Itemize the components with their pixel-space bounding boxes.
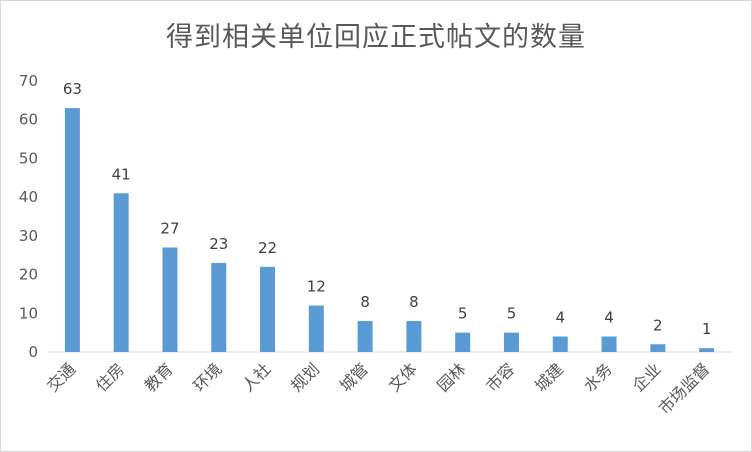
y-tick-label: 0 — [28, 343, 38, 361]
category-label: 规划 — [287, 359, 323, 395]
category-label: 水务 — [580, 359, 616, 395]
category-label: 文体 — [385, 359, 421, 395]
bar — [406, 321, 422, 352]
category-label: 交通 — [43, 359, 79, 395]
data-label: 2 — [653, 316, 663, 334]
category-label: 城建 — [531, 359, 567, 395]
category-label: 人社 — [238, 359, 274, 395]
y-tick-label: 50 — [19, 149, 38, 167]
data-label: 8 — [360, 293, 370, 311]
bar — [552, 336, 568, 352]
category-label: 教育 — [141, 359, 177, 395]
y-tick-label: 30 — [19, 227, 38, 245]
bar — [308, 305, 324, 352]
data-label: 5 — [507, 305, 517, 323]
category-label: 园林 — [433, 359, 469, 395]
y-axis: 0 10 20 30 40 50 60 70 — [19, 72, 38, 361]
category-label: 城管 — [336, 359, 372, 395]
category-label: 市场监督 — [655, 359, 714, 418]
data-labels: 63 41 27 23 22 12 8 8 5 5 4 4 2 1 — [63, 80, 712, 338]
y-tick-label: 60 — [19, 111, 38, 129]
data-label: 1 — [702, 320, 712, 338]
data-label: 5 — [458, 305, 468, 323]
y-tick-label: 40 — [19, 188, 38, 206]
category-label: 市容 — [482, 359, 518, 395]
data-label: 27 — [160, 219, 179, 237]
bar — [211, 262, 227, 352]
bars — [64, 108, 715, 352]
bar — [503, 332, 519, 352]
bar — [64, 108, 80, 352]
y-tick-label: 70 — [19, 72, 38, 90]
bar — [601, 336, 617, 352]
data-label: 4 — [604, 309, 614, 327]
data-label: 12 — [307, 278, 326, 296]
data-label: 63 — [63, 80, 82, 98]
y-tick-label: 10 — [19, 304, 38, 322]
bar — [162, 247, 178, 352]
bar — [260, 266, 276, 352]
bar — [650, 344, 666, 352]
bar — [113, 193, 129, 352]
category-label: 住房 — [92, 359, 128, 395]
bar — [699, 348, 715, 352]
bar — [455, 332, 471, 352]
data-label: 41 — [112, 165, 131, 183]
chart-title: 得到相关单位回应正式帖文的数量 — [166, 22, 586, 53]
data-label: 4 — [555, 309, 565, 327]
y-tick-label: 20 — [19, 266, 38, 284]
bar — [357, 321, 373, 352]
data-label: 22 — [258, 239, 277, 257]
category-label: 企业 — [629, 359, 665, 395]
data-label: 8 — [409, 293, 419, 311]
category-label: 环境 — [190, 359, 226, 395]
data-label: 23 — [209, 235, 228, 253]
